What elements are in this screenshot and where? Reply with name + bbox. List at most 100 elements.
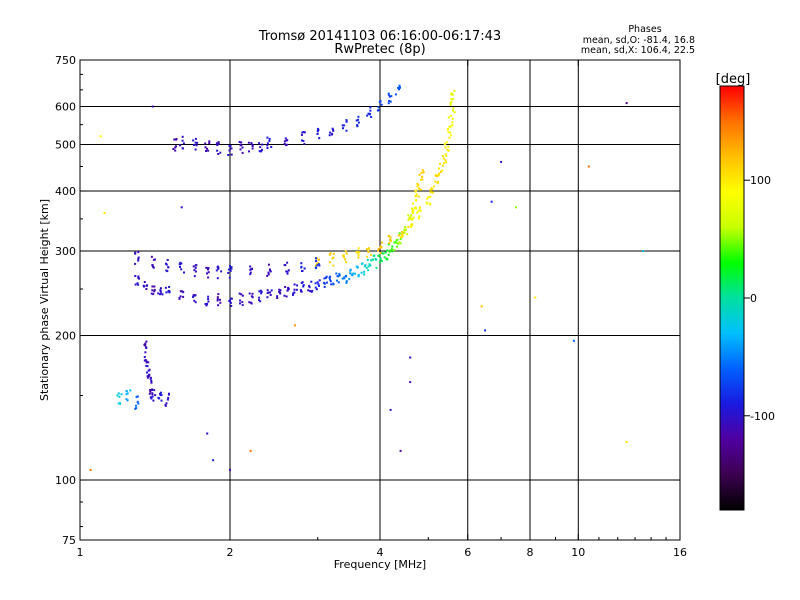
- es-spread-point: [125, 398, 128, 401]
- es-spread-point: [152, 399, 155, 402]
- f-layer-upper-point: [194, 270, 197, 273]
- f-layer-o-point: [366, 258, 369, 261]
- f-layer-x-point: [431, 191, 434, 194]
- f-layer-o-point: [407, 214, 410, 217]
- f-layer-x-point: [453, 89, 456, 92]
- es-spread-point: [135, 404, 137, 407]
- multihop-o-point: [268, 137, 271, 140]
- multihop-o-point: [181, 139, 184, 142]
- f-layer-x-point: [449, 103, 452, 106]
- f-layer-o-point: [388, 249, 391, 252]
- f-layer-o-point: [421, 178, 424, 181]
- f-layer-x-point: [377, 248, 380, 251]
- f-layer-o-point: [369, 264, 372, 267]
- f-layer-o-point: [205, 304, 208, 307]
- f-layer-x-point: [445, 161, 448, 164]
- es-spread-point: [125, 390, 128, 392]
- f-layer-upper-point: [152, 258, 155, 261]
- f-layer-o-point: [385, 257, 388, 260]
- f-layer-o-point: [336, 279, 338, 282]
- f-layer-x-point: [367, 247, 370, 250]
- f-layer-upper-point: [150, 255, 153, 258]
- f-layer-x-point: [440, 170, 442, 173]
- f-layer-o-point: [270, 289, 273, 292]
- f-layer-upper-point: [217, 265, 219, 268]
- multihop-o-point: [345, 119, 348, 122]
- noise-point: [409, 356, 412, 359]
- noise-point: [625, 102, 628, 105]
- multihop-o-point: [179, 144, 181, 147]
- f-layer-o-point: [159, 287, 162, 290]
- noise-point: [180, 206, 183, 209]
- f-layer-o-point: [387, 253, 390, 256]
- f-layer-o-point: [396, 245, 398, 248]
- es-spread-point: [149, 389, 152, 391]
- f-layer-o-point: [278, 291, 281, 294]
- f-layer-o-point: [165, 291, 168, 294]
- f-layer-o-point: [194, 301, 197, 304]
- f-layer-o-point: [229, 301, 232, 304]
- f-layer-upper-point: [269, 268, 271, 271]
- f-layer-x-point: [447, 128, 449, 130]
- f-layer-upper-point: [300, 262, 303, 265]
- multihop-o-point: [247, 141, 250, 144]
- f-layer-x-point: [379, 245, 382, 248]
- multihop-o-point: [261, 148, 263, 151]
- f-layer-o-point: [391, 250, 394, 253]
- f-layer-o-point: [250, 302, 253, 305]
- f-layer-x-point: [450, 114, 453, 117]
- f-layer-o-point: [260, 290, 263, 293]
- multihop-o-point: [329, 131, 332, 134]
- f-layer-upper-point: [207, 276, 210, 279]
- f-layer-o-point: [352, 272, 355, 275]
- f-layer-o-point: [204, 303, 207, 305]
- f-layer-x-point: [444, 146, 447, 149]
- es-spread-point: [149, 377, 152, 380]
- f-layer-x-point: [450, 100, 453, 103]
- f-layer-o-point: [417, 195, 420, 198]
- f-layer-x-point: [450, 97, 453, 100]
- f-layer-x-point: [434, 174, 437, 177]
- f-layer-o-point: [153, 288, 156, 291]
- multihop-o-point: [387, 102, 390, 105]
- f-layer-o-point: [239, 302, 241, 305]
- f-layer-upper-point: [286, 261, 289, 264]
- f-layer-o-point: [314, 282, 317, 285]
- multihop-o-point: [228, 144, 231, 147]
- f-layer-x-point: [447, 116, 450, 119]
- f-layer-o-point: [370, 259, 373, 262]
- grid: [80, 60, 680, 540]
- f-layer-x-point: [328, 261, 331, 264]
- f-layer-upper-point: [195, 264, 198, 267]
- f-layer-x-point: [428, 202, 431, 205]
- multihop-o-point: [266, 136, 269, 139]
- es-spread-point: [145, 361, 148, 364]
- multihop-o-point: [181, 135, 184, 138]
- f-layer-upper-point: [227, 271, 230, 274]
- y-tick-label: 300: [55, 245, 76, 258]
- es-spread-point: [136, 400, 139, 403]
- f-layer-o-point: [278, 288, 281, 291]
- es-spread-point: [147, 375, 150, 378]
- f-layer-upper-point: [249, 268, 252, 271]
- f-layer-x-point: [388, 242, 391, 245]
- noise-point: [399, 449, 402, 452]
- multihop-o-point: [258, 150, 261, 153]
- f-layer-o-point: [260, 292, 263, 295]
- f-layer-o-point: [398, 241, 401, 244]
- f-layer-o-point: [323, 285, 326, 288]
- multihop-o-point: [208, 140, 211, 143]
- multihop-o-point: [240, 141, 243, 144]
- f-layer-o-point: [364, 264, 367, 267]
- multihop-o-point: [259, 146, 262, 149]
- colorbar-gradient: [720, 86, 744, 510]
- f-layer-upper-point: [165, 269, 168, 272]
- y-tick-label: 200: [55, 330, 76, 343]
- es-spread-point: [151, 392, 154, 395]
- f-layer-o-point: [367, 265, 370, 268]
- f-layer-o-point: [137, 276, 140, 279]
- f-layer-x-point: [399, 236, 402, 239]
- es-spread-point: [125, 393, 128, 396]
- f-layer-o-point: [284, 286, 287, 288]
- f-layer-x-point: [367, 251, 370, 254]
